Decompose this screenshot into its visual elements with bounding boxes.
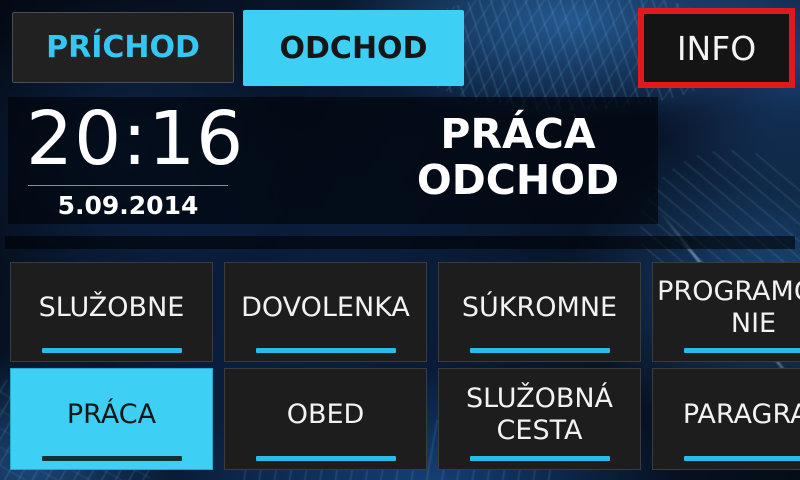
activity-button-label: DOVOLENKA	[241, 292, 410, 323]
info-button-label: INFO	[676, 28, 757, 68]
button-underline-bar	[683, 348, 800, 353]
tab-odchod-active[interactable]: ODCHOD	[243, 10, 464, 86]
activity-button-label: OBED	[286, 399, 365, 430]
activity-button-paragraf[interactable]: PARAGRAF	[652, 368, 800, 470]
button-underline-bar	[255, 348, 396, 353]
button-underline-bar	[41, 348, 182, 353]
activity-button-label: PROGRAMOVA NIE	[657, 276, 800, 339]
info-button[interactable]: INFO	[638, 8, 795, 88]
activity-button-label: PARAGRAF	[682, 399, 800, 430]
button-underline-bar	[683, 456, 800, 461]
button-underline-bar	[255, 456, 396, 461]
activity-button-praca-selected[interactable]: PRÁCA	[10, 368, 213, 470]
activity-button-sluzobne[interactable]: SLUŽOBNE	[10, 262, 213, 362]
clock-status-panel: 20:16 5.09.2014 PRÁCA ODCHOD	[8, 97, 658, 224]
button-underline-bar	[469, 456, 610, 461]
tab-odchod-label: ODCHOD	[279, 30, 428, 66]
activity-button-obed[interactable]: OBED	[224, 368, 427, 470]
activity-button-programovanie[interactable]: PROGRAMOVA NIE	[652, 262, 800, 362]
status-mode-text: PRÁCA ODCHOD	[416, 110, 620, 204]
tab-prichod-label: PRÍCHOD	[46, 30, 200, 65]
current-date: 5.09.2014	[57, 191, 199, 220]
activity-button-label: SÚKROMNE	[461, 292, 618, 323]
activity-button-sluzobna-cesta[interactable]: SLUŽOBNÁ CESTA	[438, 368, 641, 470]
horizontal-separator-bar	[5, 236, 795, 249]
activity-button-label: SLUŽOBNE	[38, 292, 185, 323]
activity-button-sukromne[interactable]: SÚKROMNE	[438, 262, 641, 362]
button-underline-bar	[469, 348, 610, 353]
activity-button-label: PRÁCA	[66, 399, 157, 430]
activity-button-label: SLUŽOBNÁ CESTA	[465, 383, 614, 446]
button-underline-bar	[41, 456, 182, 461]
date-divider-line	[28, 185, 228, 186]
tab-prichod[interactable]: PRÍCHOD	[12, 12, 234, 83]
activity-button-dovolenka[interactable]: DOVOLENKA	[224, 262, 427, 362]
current-time: 20:16	[26, 96, 245, 182]
